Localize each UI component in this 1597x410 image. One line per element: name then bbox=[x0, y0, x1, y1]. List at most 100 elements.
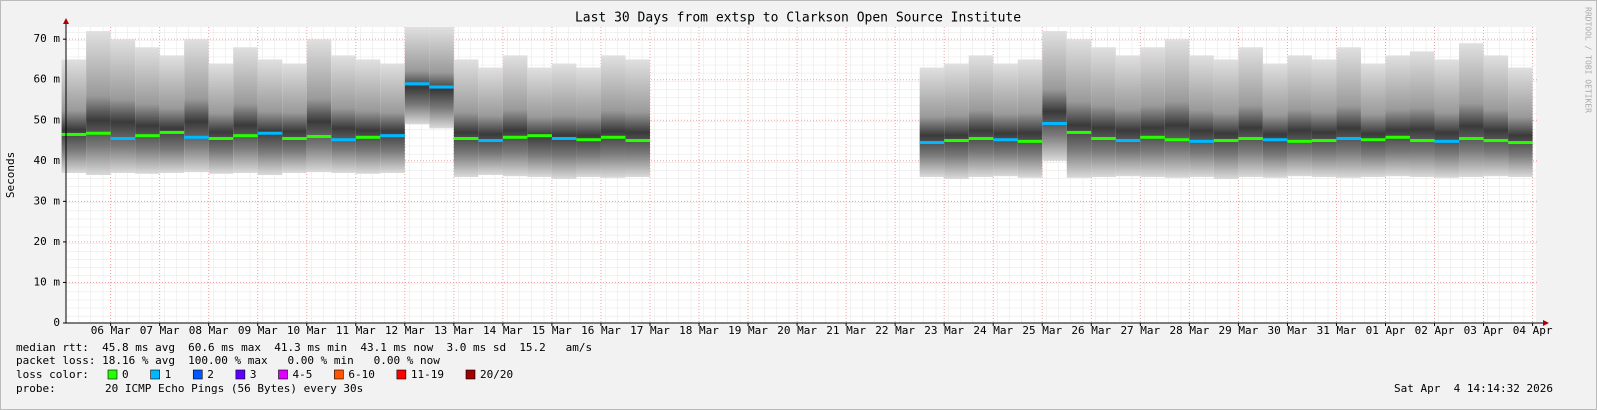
median-rtt bbox=[331, 138, 356, 142]
smoke-band bbox=[625, 59, 650, 178]
y-tick-label: 10 m bbox=[34, 275, 61, 288]
median-rtt bbox=[110, 137, 136, 141]
y-tick-label: 30 m bbox=[34, 194, 61, 207]
smoke-band bbox=[1508, 67, 1533, 178]
median-rtt bbox=[1213, 139, 1239, 143]
smoke-band bbox=[1164, 39, 1190, 178]
smoke-band bbox=[1091, 47, 1116, 178]
x-tick-label: 01 Apr bbox=[1366, 324, 1406, 337]
legend-swatch bbox=[235, 369, 246, 380]
loss-legend-label: loss color: bbox=[16, 368, 89, 381]
median-rtt bbox=[135, 134, 160, 138]
smoke-band bbox=[1483, 55, 1509, 177]
x-tick-label: 16 Mar bbox=[581, 324, 621, 337]
median-rtt bbox=[429, 85, 454, 89]
smoke-band bbox=[1311, 59, 1337, 178]
legend-label: 11-19 bbox=[411, 368, 444, 381]
median-rtt bbox=[1091, 137, 1116, 141]
smoke-band bbox=[159, 55, 185, 173]
median-rtt bbox=[502, 135, 528, 139]
smoke-band bbox=[919, 67, 945, 178]
smoke-band bbox=[331, 55, 356, 173]
median-rtt bbox=[1287, 139, 1312, 143]
y-arrow bbox=[63, 18, 69, 24]
probe-text: 20 ICMP Echo Pings (56 Bytes) every 30s bbox=[105, 382, 363, 395]
x-tick-label: 07 Mar bbox=[140, 324, 180, 337]
y-tick-label: 40 m bbox=[34, 154, 61, 167]
smoke-band bbox=[1042, 31, 1067, 161]
smoke-band bbox=[282, 63, 307, 173]
smoke-band bbox=[551, 63, 577, 180]
smoke-band bbox=[993, 63, 1018, 177]
x-tick-label: 03 Apr bbox=[1464, 324, 1504, 337]
median-rtt bbox=[1360, 138, 1386, 142]
smoke-band bbox=[110, 39, 136, 173]
smoke-band bbox=[135, 47, 160, 174]
smoke-band bbox=[1434, 59, 1460, 178]
median-rtt bbox=[257, 131, 283, 135]
smoke-band bbox=[233, 47, 258, 173]
loss-legend: 0 1 2 3 4-5 6-10 11-19 20/20 bbox=[107, 368, 513, 381]
smoke-band bbox=[1410, 51, 1435, 178]
median-rtt bbox=[1336, 137, 1361, 141]
marks bbox=[61, 27, 1533, 180]
x-tick-label: 04 Apr bbox=[1513, 324, 1553, 337]
stats-line: median rtt: 45.8 ms avg 60.6 ms max 41.3… bbox=[16, 341, 592, 354]
y-tick-label: 0 bbox=[53, 316, 60, 329]
median-rtt bbox=[968, 137, 994, 141]
smoke-band bbox=[208, 63, 234, 174]
smoke-band bbox=[257, 59, 283, 175]
legend-label: 6-10 bbox=[348, 368, 375, 381]
watermark: RRDTOOL / TOBI OETIKER bbox=[1584, 7, 1593, 113]
median-rtt bbox=[453, 137, 479, 141]
median-rtt bbox=[1483, 139, 1509, 143]
x-tick-label: 08 Mar bbox=[189, 324, 229, 337]
smoke-band bbox=[478, 67, 503, 175]
x-tick-label: 14 Mar bbox=[483, 324, 523, 337]
legend-label: 1 bbox=[165, 368, 172, 381]
x-tick-label: 29 Mar bbox=[1219, 324, 1259, 337]
smoke-band bbox=[86, 31, 111, 175]
timestamp: Sat Apr 4 14:14:32 2026 bbox=[1394, 382, 1553, 395]
smoke-band bbox=[61, 59, 87, 173]
x-tick-label: 22 Mar bbox=[875, 324, 915, 337]
median-rtt bbox=[993, 138, 1018, 142]
median-rtt bbox=[527, 134, 552, 138]
median-rtt bbox=[282, 137, 307, 141]
legend-swatch bbox=[334, 369, 344, 380]
median-rtt bbox=[1434, 139, 1460, 143]
median-rtt bbox=[306, 134, 332, 138]
median-rtt bbox=[576, 138, 601, 142]
legend-swatch bbox=[396, 369, 407, 380]
median-rtt bbox=[1508, 141, 1533, 145]
smoke-band bbox=[1385, 55, 1411, 177]
median-rtt bbox=[1238, 137, 1263, 141]
x-tick-label: 17 Mar bbox=[630, 324, 670, 337]
smoke-band bbox=[1459, 43, 1484, 178]
smoke-band bbox=[502, 55, 528, 177]
median-rtt bbox=[1066, 130, 1092, 134]
y-tick-label: 20 m bbox=[34, 235, 61, 248]
smoke-band bbox=[968, 55, 994, 178]
median-rtt bbox=[1189, 139, 1214, 143]
y-tick-label: 60 m bbox=[34, 73, 61, 86]
legend-label: 20/20 bbox=[480, 368, 513, 381]
x-tick-label: 26 Mar bbox=[1071, 324, 1111, 337]
x-tick-label: 06 Mar bbox=[91, 324, 131, 337]
x-tick-label: 20 Mar bbox=[777, 324, 817, 337]
median-rtt bbox=[1115, 139, 1141, 143]
smoke-band bbox=[1189, 55, 1214, 178]
smoke-band bbox=[1017, 59, 1043, 178]
legend-swatch bbox=[465, 369, 476, 380]
median-rtt bbox=[208, 137, 234, 141]
x-tick-label: 11 Mar bbox=[336, 324, 376, 337]
x-tick-label: 23 Mar bbox=[924, 324, 964, 337]
smoke-band bbox=[1213, 59, 1239, 180]
smoke-band bbox=[1336, 47, 1361, 178]
x-tick-label: 28 Mar bbox=[1169, 324, 1209, 337]
median-rtt bbox=[380, 134, 405, 138]
median-rtt bbox=[233, 134, 258, 138]
legend-label: 3 bbox=[250, 368, 257, 381]
